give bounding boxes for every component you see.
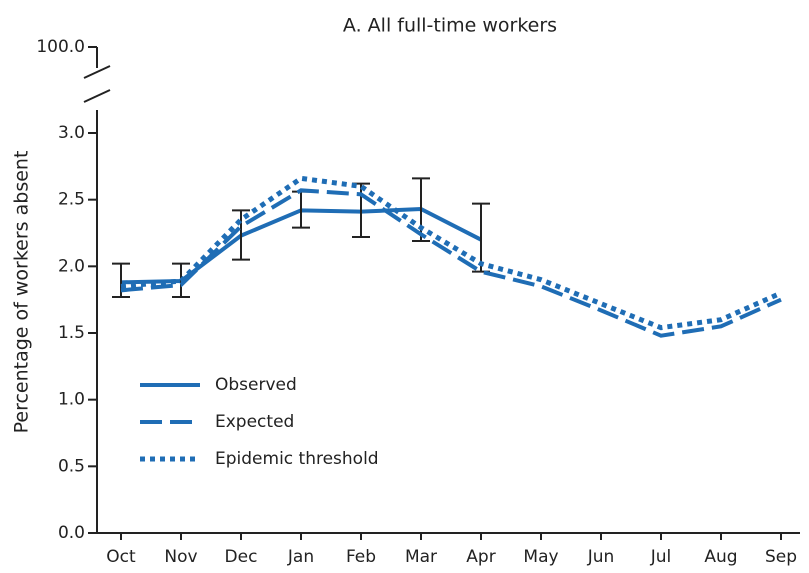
x-tick-label: Jul: [650, 547, 672, 567]
y-tick-label: 0.5: [58, 456, 85, 476]
legend-label: Epidemic threshold: [215, 449, 379, 469]
x-tick-label: Dec: [225, 547, 258, 567]
axis-break: [83, 65, 111, 79]
y-tick-label: 2.0: [58, 256, 85, 276]
y-tick-label: 2.5: [58, 190, 85, 210]
chart-title: A. All full-time workers: [343, 15, 557, 37]
x-tick-label: Mar: [405, 547, 437, 567]
x-tick-label: Feb: [346, 547, 376, 567]
series-line: [120, 175, 783, 331]
x-tick-label: Jan: [287, 547, 314, 567]
x-tick-label: Nov: [164, 547, 197, 567]
y-tick-label: 1.5: [58, 323, 85, 343]
x-tick-label: Jun: [587, 547, 615, 567]
y-tick-label: 0.0: [58, 523, 85, 543]
y-tick-label: 100.0: [36, 37, 85, 57]
series-line: [120, 188, 782, 338]
legend-label: Observed: [215, 375, 297, 395]
y-axis-label: Percentage of workers absent: [11, 151, 33, 434]
x-tick-label: May: [523, 547, 558, 567]
axis-break: [83, 89, 111, 103]
y-tick-label: 3.0: [58, 123, 85, 143]
x-tick-label: Sep: [765, 547, 797, 567]
legend-label: Expected: [215, 412, 294, 432]
x-tick-label: Aug: [704, 547, 737, 567]
x-tick-label: Apr: [466, 547, 495, 567]
y-tick-label: 1.0: [58, 390, 85, 410]
x-tick-label: Oct: [106, 547, 136, 567]
